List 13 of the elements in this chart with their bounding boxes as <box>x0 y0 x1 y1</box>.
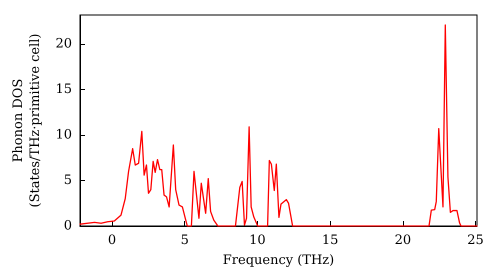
y-tick-label: 5 <box>64 173 72 188</box>
x-tick-label: 25 <box>467 233 484 248</box>
y-tick-label: 15 <box>55 82 72 98</box>
x-tick-label: 10 <box>249 233 266 248</box>
y-tick-label: 0 <box>64 218 72 234</box>
x-tick-label: 0 <box>108 233 116 248</box>
x-axis-title: Frequency (THz) <box>222 252 334 268</box>
x-tick-label: 5 <box>180 233 189 248</box>
y-tick-label: 10 <box>55 128 72 143</box>
y-axis-title: Phonon DOS (States/THz·primitive cell) <box>11 33 43 208</box>
y-tick-label: 20 <box>55 36 72 52</box>
x-tick-label: 20 <box>394 233 412 248</box>
x-tick-label: 15 <box>322 233 338 248</box>
